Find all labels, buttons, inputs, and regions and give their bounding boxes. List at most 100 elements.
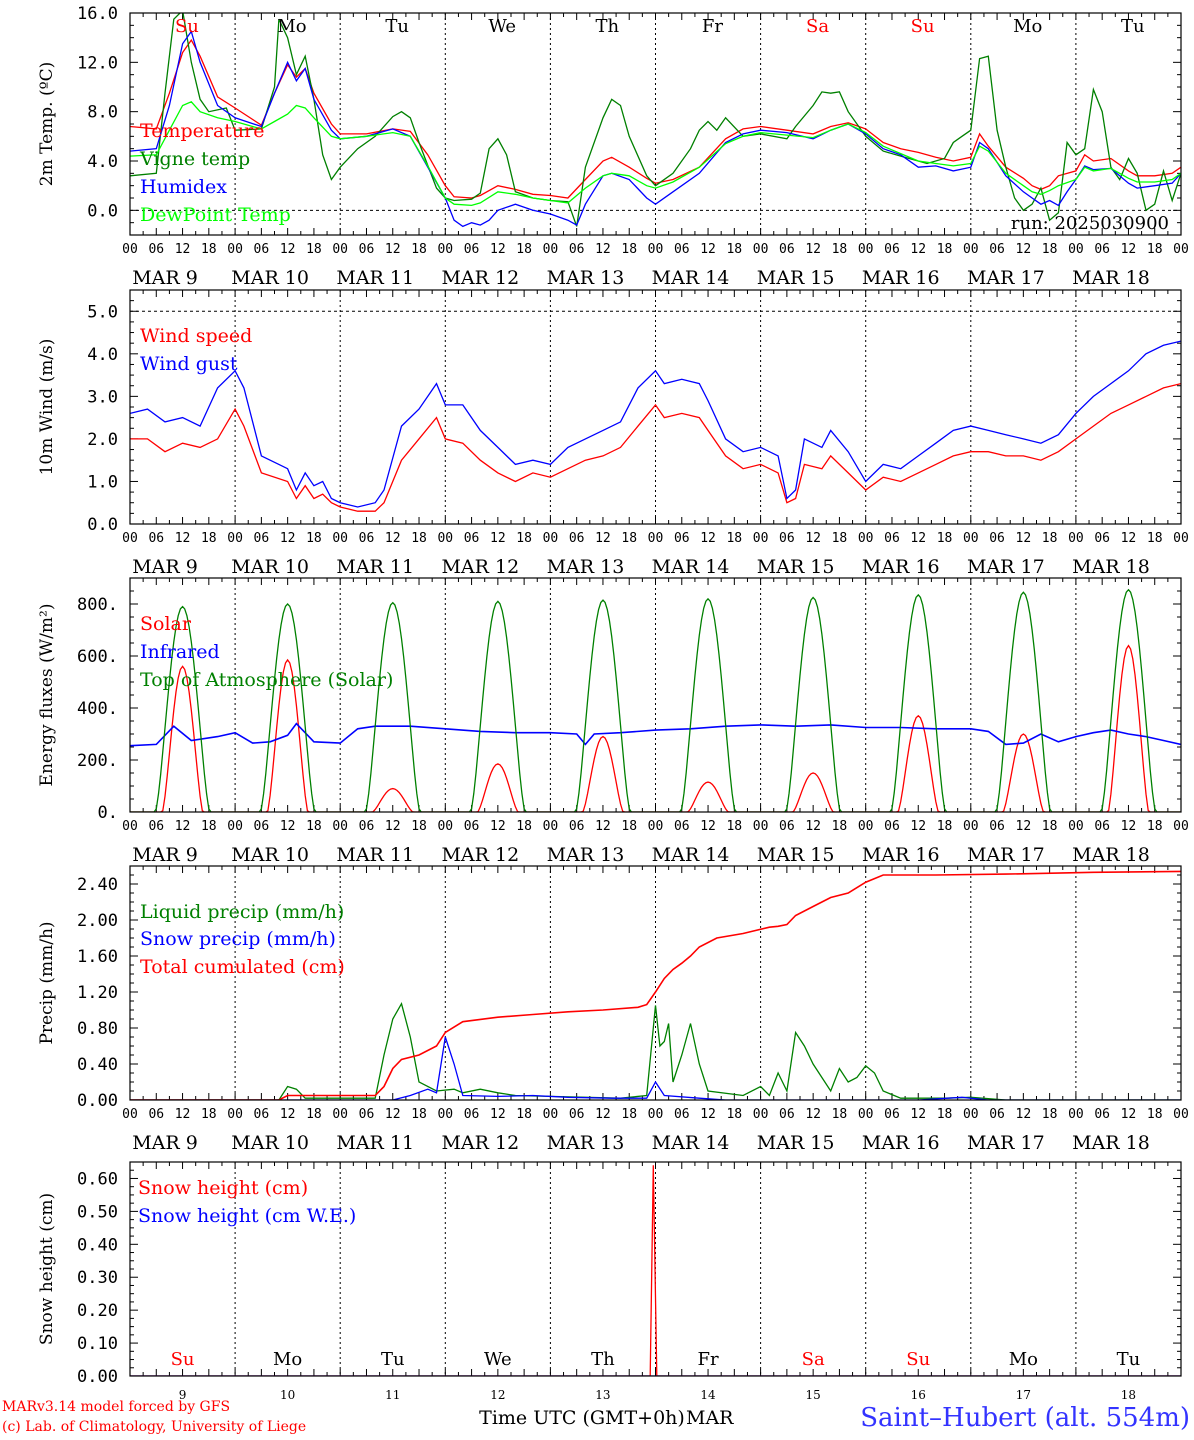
weekday-label: Su	[175, 16, 199, 37]
hour-tick-label: 12	[490, 242, 506, 257]
hour-tick-label: 12	[1016, 1107, 1032, 1122]
hour-tick-label: 06	[1094, 531, 1110, 546]
y-tick-label: 200.	[77, 751, 118, 771]
hour-tick-label: 06	[779, 1107, 795, 1122]
legend-entry: DewPoint Temp	[140, 204, 291, 226]
hour-tick-label: 18	[937, 531, 953, 546]
y-tick-label: 0.60	[77, 1169, 118, 1189]
day-number: 15	[806, 1388, 821, 1402]
date-label: MAR 11	[336, 556, 414, 578]
hour-tick-label: 06	[989, 531, 1005, 546]
hour-tick-label: 18	[726, 1107, 742, 1122]
hour-tick-label: 12	[1016, 531, 1032, 546]
weekday-label: Th	[591, 1349, 615, 1370]
hour-tick-label: 06	[1094, 1107, 1110, 1122]
date-label: MAR 9	[132, 844, 198, 866]
hour-tick-label: 18	[1042, 1107, 1058, 1122]
hour-tick-label: 18	[306, 819, 322, 834]
panel-temperature: 0.0 4.0 8.0 12.0 16.0 2m Temp. (ºC) Temperatur…	[37, 4, 1189, 289]
hour-tick-label: 00	[648, 531, 664, 546]
hour-tick-label: 06	[359, 242, 375, 257]
day-number: 13	[595, 1388, 610, 1402]
hour-tick-label: 12	[175, 531, 191, 546]
plot-frame	[129, 12, 1182, 236]
y-tick-label: 16.0	[77, 4, 118, 24]
hour-tick-label: 06	[359, 531, 375, 546]
hour-tick-label: 18	[1042, 242, 1058, 257]
date-label: MAR 18	[1072, 267, 1150, 289]
hour-tick-label: 12	[1016, 242, 1032, 257]
hour-tick-label: 06	[569, 819, 585, 834]
hour-tick-label: 06	[569, 1107, 585, 1122]
date-label: MAR 17	[967, 844, 1045, 866]
hour-tick-label: 12	[175, 1107, 191, 1122]
y-tick-label: 5.0	[87, 302, 118, 322]
hour-tick-label: 00	[1173, 1107, 1189, 1122]
y-tick-label: 0.80	[77, 1019, 118, 1039]
hour-tick-label: 18	[1147, 242, 1163, 257]
month-label: MAR	[686, 1407, 734, 1429]
hour-tick-label: 18	[1147, 819, 1163, 834]
hour-tick-label: 12	[910, 819, 926, 834]
hour-tick-label: 12	[385, 1107, 401, 1122]
hour-tick-label: 18	[411, 1107, 427, 1122]
hour-tick-label: 18	[937, 1107, 953, 1122]
legend-entry: Humidex	[140, 176, 227, 198]
hour-tick-label: 06	[148, 1107, 164, 1122]
plot-frame	[129, 865, 1182, 1101]
date-label: MAR 16	[862, 556, 940, 578]
hour-tick-label: 00	[543, 1107, 559, 1122]
legend-entry: Liquid precip (mm/h)	[140, 901, 344, 923]
y-tick-label: 1.60	[77, 947, 118, 967]
hour-tick-label: 18	[411, 531, 427, 546]
hour-tick-label: 06	[148, 242, 164, 257]
series-line-infrared	[130, 722, 1181, 747]
y-ticks	[130, 1161, 1181, 1377]
day-number: 16	[911, 1388, 926, 1402]
hour-tick-label: 06	[254, 1107, 270, 1122]
hour-tick-label: 18	[1147, 531, 1163, 546]
hour-tick-label: 12	[490, 1107, 506, 1122]
hour-tick-label: 00	[648, 819, 664, 834]
hour-tick-label: 12	[910, 1107, 926, 1122]
hour-tick-label: 18	[306, 1107, 322, 1122]
weekday-label: Su	[171, 1349, 195, 1370]
hour-tick-label: 06	[674, 1107, 690, 1122]
hour-tick-label: 00	[858, 242, 874, 257]
weekday-label: Su	[911, 16, 935, 37]
date-label: MAR 10	[231, 556, 309, 578]
hour-tick-label: 06	[464, 1107, 480, 1122]
hour-tick-label: 00	[1068, 1107, 1084, 1122]
hour-tick-label: 18	[516, 819, 532, 834]
hour-tick-label: 06	[779, 819, 795, 834]
hour-tick-label: 00	[1068, 531, 1084, 546]
hour-tick-label: 00	[332, 819, 348, 834]
hour-tick-label: 18	[516, 531, 532, 546]
hour-tick-label: 12	[700, 1107, 716, 1122]
hour-tick-label: 06	[569, 531, 585, 546]
weekday-label: Su	[906, 1349, 930, 1370]
x-ticks	[129, 1162, 1182, 1376]
weekday-label: We	[488, 16, 516, 37]
hour-tick-label: 06	[989, 1107, 1005, 1122]
date-label: MAR 9	[132, 267, 198, 289]
hour-tick-label: 00	[122, 1107, 138, 1122]
hour-tick-label: 00	[1173, 242, 1189, 257]
y-tick-label: 8.0	[87, 103, 118, 123]
hour-tick-label: 00	[227, 819, 243, 834]
hour-tick-label: 00	[437, 819, 453, 834]
hour-tick-label: 18	[726, 531, 742, 546]
y-tick-label: 12.0	[77, 53, 118, 73]
date-label: MAR 12	[441, 267, 519, 289]
day-number: 11	[385, 1388, 400, 1402]
date-label: MAR 12	[441, 556, 519, 578]
date-label: MAR 16	[862, 1132, 940, 1154]
hour-tick-label: 00	[1173, 531, 1189, 546]
hour-tick-label: 18	[1042, 531, 1058, 546]
weekday-label: Tu	[1121, 16, 1145, 37]
date-label: MAR 15	[757, 267, 835, 289]
hour-tick-label: 06	[464, 531, 480, 546]
legend-entry: Total cumulated (cm)	[140, 956, 345, 978]
y-tick-label: 0.10	[77, 1334, 118, 1354]
